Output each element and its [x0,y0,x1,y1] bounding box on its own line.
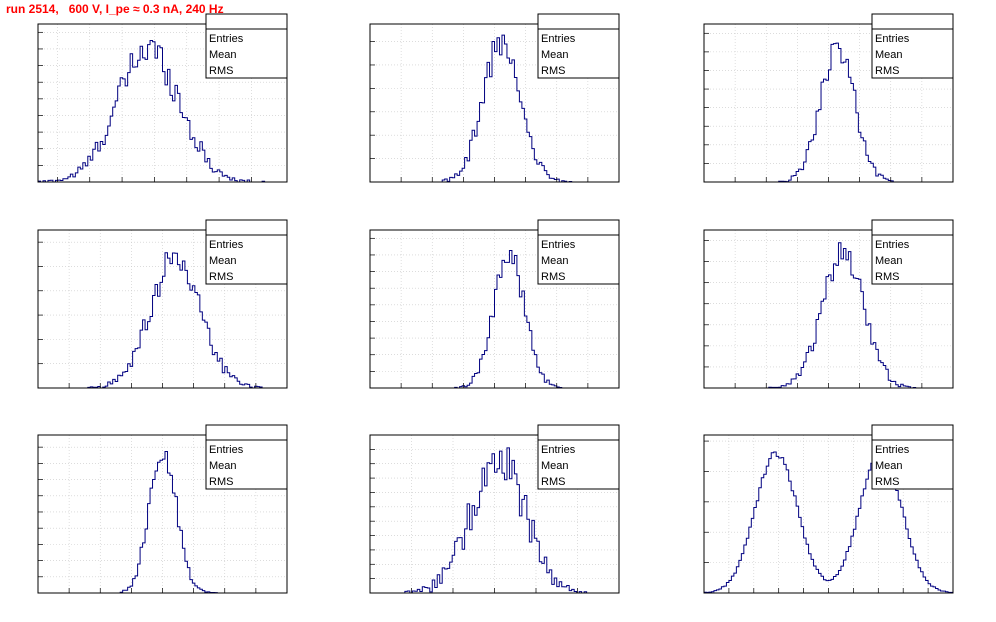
histogram-panel-h_asym17: Entries Mean RMS [369,424,620,594]
stats-label-mean: Mean [875,460,903,472]
stats-label-entries: Entries [209,33,244,45]
stats-label-rms: RMS [209,476,233,488]
histogram-panel-h_asym22: Entries Mean RMS [369,219,620,389]
histogram-bars [38,252,287,389]
histogram-panel-h_asym18: Entries Mean RMS [37,13,288,183]
stats-box [871,219,954,285]
stats-label-mean: Mean [875,255,903,267]
stats-label-rms: RMS [209,65,233,77]
page-title: run 2514, 600 V, I_pe ≈ 0.3 nA, 240 Hz [6,2,224,16]
stats-box [205,219,288,285]
stats-label-entries: Entries [541,444,576,456]
histogram-panel-h_asym23: Entries Mean RMS [703,219,954,389]
stats-label-mean: Mean [541,460,569,472]
stats-label-mean: Mean [209,49,237,61]
stats-label-entries: Entries [541,239,576,251]
stats-box [871,13,954,79]
histogram-bars [370,447,619,594]
stats-box [205,424,288,490]
stats-label-mean: Mean [875,49,903,61]
stats-label-rms: RMS [541,476,565,488]
stats-label-entries: Entries [209,239,244,251]
stats-label-entries: Entries [209,444,244,456]
histogram-bars [703,450,954,593]
plot-frame [37,23,288,183]
histogram-panel-h_asym20: Entries Mean RMS [703,13,954,183]
stats-label-rms: RMS [875,476,899,488]
stats-label-rms: RMS [875,65,899,77]
stats-label-rms: RMS [541,65,565,77]
histogram-bars [704,242,953,389]
histogram-panel-h_asym19: Entries Mean RMS [369,13,620,183]
stats-label-entries: Entries [875,239,910,251]
histogram-panel-h_asym16: Entries Mean RMS [37,424,288,594]
stats-label-rms: RMS [541,271,565,283]
histogram-panel-h_asym21: Entries Mean RMS [37,219,288,389]
histogram-bars [37,39,287,183]
stats-label-entries: Entries [875,444,910,456]
stats-label-entries: Entries [875,33,910,45]
stats-label-rms: RMS [875,271,899,283]
stats-box [537,219,620,285]
stats-label-rms: RMS [209,271,233,283]
stats-box [537,424,620,490]
histogram-panel-hPed_asym: Entries Mean RMS [703,424,954,594]
stats-box [205,13,288,79]
stats-label-entries: Entries [541,33,576,45]
stats-box [871,424,954,490]
stats-label-mean: Mean [541,255,569,267]
stats-label-mean: Mean [209,460,237,472]
stats-label-mean: Mean [541,49,569,61]
stats-box [537,13,620,79]
stats-label-mean: Mean [209,255,237,267]
